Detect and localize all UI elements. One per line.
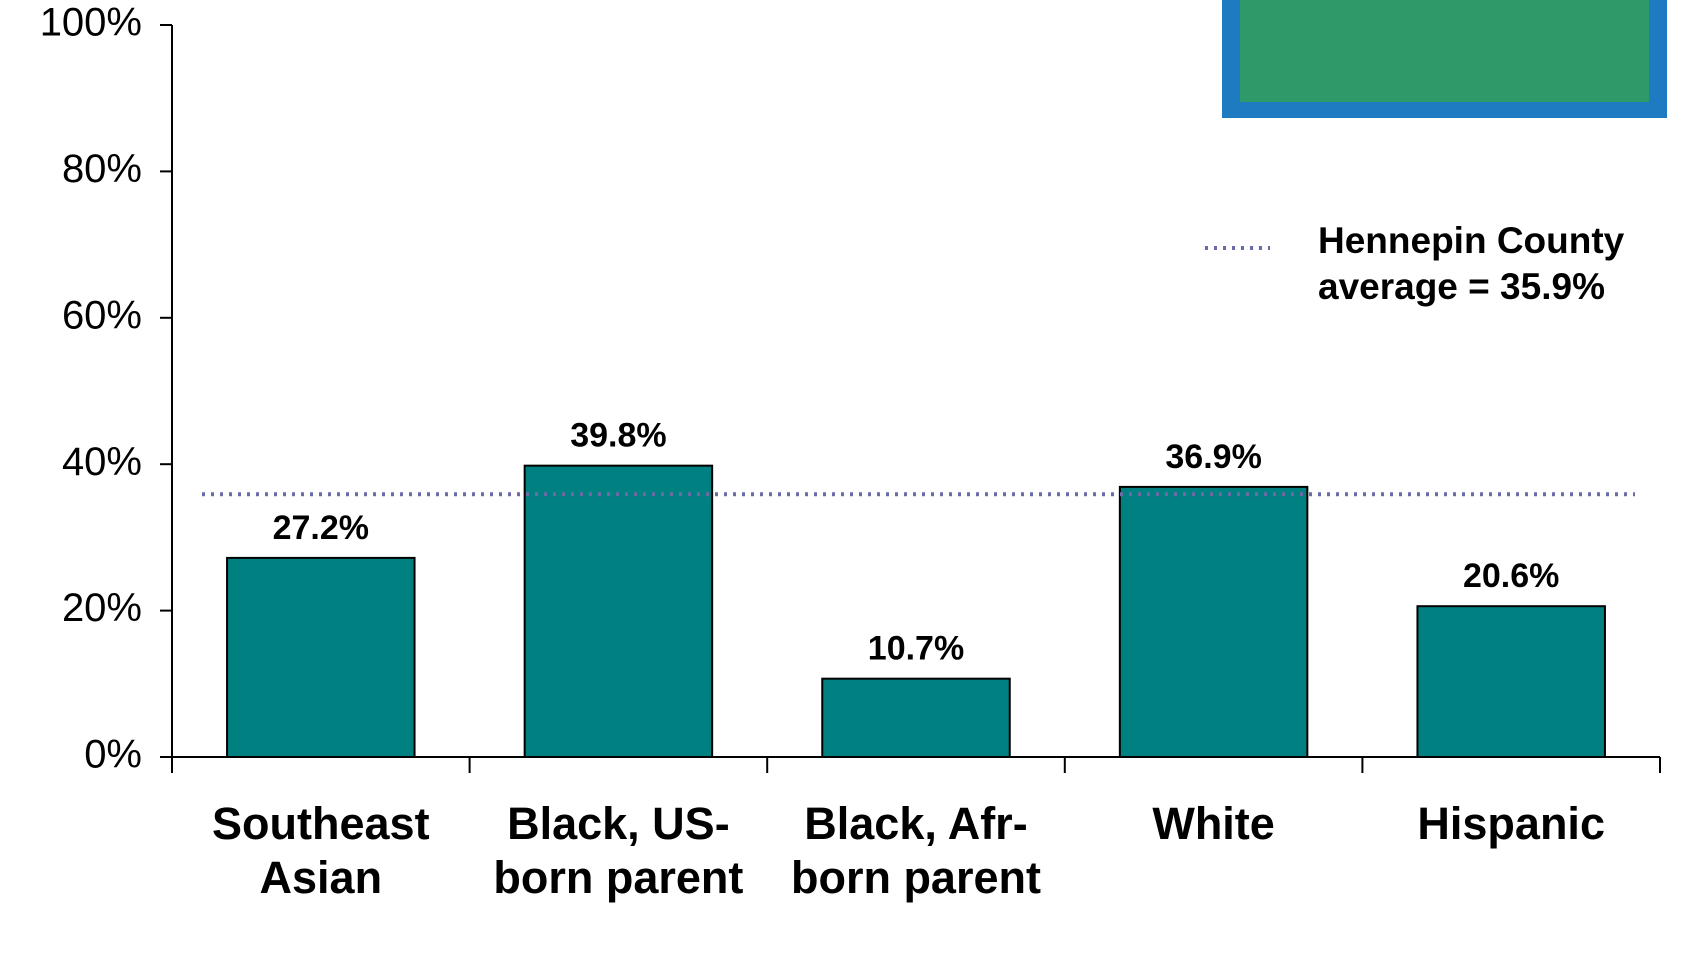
x-tick-label: Hispanic	[1417, 798, 1605, 849]
bar	[226, 556, 416, 758]
bar	[1416, 605, 1606, 759]
y-tick-label: 100%	[40, 1, 142, 45]
x-tick-label: Black, US-born parent	[493, 798, 744, 903]
x-tick-label: Black, Afr-born parent	[790, 798, 1041, 903]
x-tick-label: White	[1152, 798, 1275, 849]
bar	[821, 677, 1011, 759]
y-tick-label: 80%	[62, 147, 142, 191]
y-tick-label: 40%	[62, 440, 142, 484]
y-tick-label: 60%	[62, 293, 142, 337]
bar	[523, 464, 714, 758]
value-label: 27.2%	[273, 509, 369, 547]
value-label: 10.7%	[868, 630, 964, 668]
photo	[1240, 0, 1649, 102]
y-tick-label: 20%	[62, 586, 142, 630]
value-label: 36.9%	[1165, 438, 1261, 476]
bar	[1118, 485, 1309, 758]
value-label: 20.6%	[1463, 557, 1559, 595]
x-tick-label: Southeast Asian	[212, 798, 430, 903]
y-tick-label: 0%	[84, 733, 142, 777]
value-label: 39.8%	[570, 417, 666, 455]
reference-legend: Hennepin County average = 35.9%	[1318, 220, 1625, 307]
